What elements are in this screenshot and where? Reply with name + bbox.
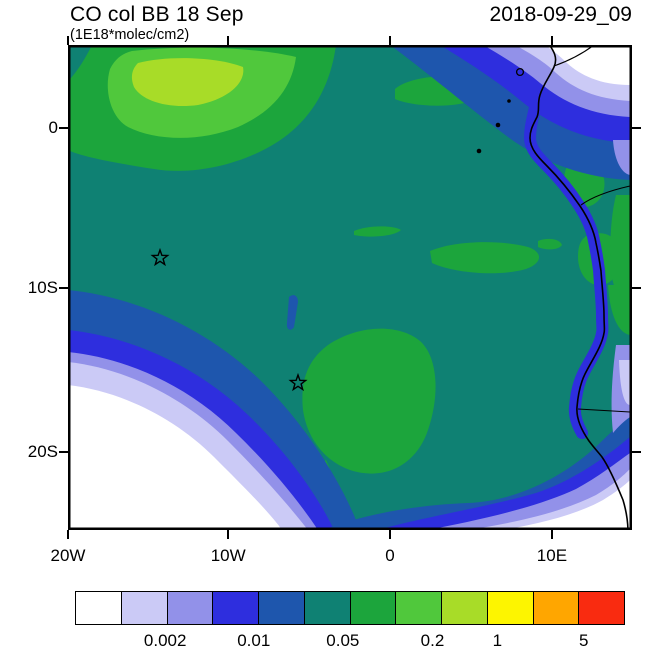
x-axis-tick-top [551,36,553,45]
x-axis-label: 10E [536,546,568,565]
colorbar-cell-9 [441,591,488,625]
colorbar-cell-5 [258,591,305,625]
lime-core-northwest [131,58,244,107]
plot-units-subtitle: (1E18*molec/cm2) [70,27,190,43]
country-border-mid [580,185,631,206]
y-axis-tick-right [632,127,641,129]
africa-coastline [529,45,629,530]
green-region-south-central [302,328,436,474]
colorbar-cell-10 [486,591,534,625]
x-axis-tick-bottom [67,530,69,539]
y-axis-label: 0 [48,117,58,137]
colorbar-tick-label: 1 [492,631,503,650]
colorbar-cell-4 [212,591,259,625]
green-patch-center-east [430,242,540,274]
colorbar-cell-7 [349,591,397,625]
colorbar [75,591,625,625]
lavender-spot-east-edge [619,360,630,405]
colorbar-tick-label: 0.002 [143,631,187,650]
green-streak-center [354,226,401,237]
colorbar-cell-1 [75,591,122,625]
island-dot-annobon [476,148,482,154]
northeast-white-corner [545,45,630,85]
y-axis-tick-left [59,127,68,129]
y-axis-tick-left [59,287,68,289]
colorbar-cell-12 [578,591,625,625]
colorbar-tick-label: 0.01 [237,631,271,650]
colorbar-cell-11 [532,591,580,625]
x-axis-tick-bottom [227,530,229,539]
southwest-white-lobe [68,385,282,530]
x-axis-tick-top [67,36,69,45]
southeast-white-lobe [503,480,630,530]
green-strip-east-edge [610,195,630,305]
plot-title: CO col BB 18 Sep [70,3,244,26]
colorbar-cell-8 [395,591,442,625]
colorbar-cell-6 [303,591,351,625]
green-strip-east-edge-lower [608,285,630,335]
y-axis-tick-right [632,287,641,289]
darkblue-sliver-center [286,295,298,330]
star-marker-ascension [150,247,170,267]
x-axis-tick-top [389,36,391,45]
map-area [68,45,632,530]
y-axis-tick-left [59,451,68,453]
x-axis-tick-bottom [551,530,553,539]
colorbar-cell-3 [166,591,214,625]
y-axis-label: 10S [27,277,58,297]
x-axis-label: 0 [385,546,395,565]
colorbar-tick-label: 5 [579,631,589,650]
star-marker-st-helena [288,372,308,392]
island-dot-sao-tome [495,122,501,128]
island-dot-principe [507,99,511,103]
y-axis-tick-right [632,451,641,453]
x-axis-tick-bottom [389,530,391,539]
green-dot-center-east [538,238,562,250]
x-axis-label: 20W [50,546,86,565]
country-border-south [577,408,631,413]
y-axis-label: 20S [27,441,58,461]
colorbar-tick-label: 0.2 [420,631,445,650]
map-svg [68,45,632,530]
plot-frame [68,45,632,530]
colorbar-tick-label: 0.05 [326,631,360,650]
x-axis-tick-top [227,36,229,45]
colorbar-cell-2 [120,591,168,625]
plot-timestamp: 2018-09-29_09 [489,3,632,26]
periwinkle-patch-east-edge-north [613,140,630,175]
island-outline-bioko [515,67,525,77]
x-axis-label: 10W [210,546,246,565]
